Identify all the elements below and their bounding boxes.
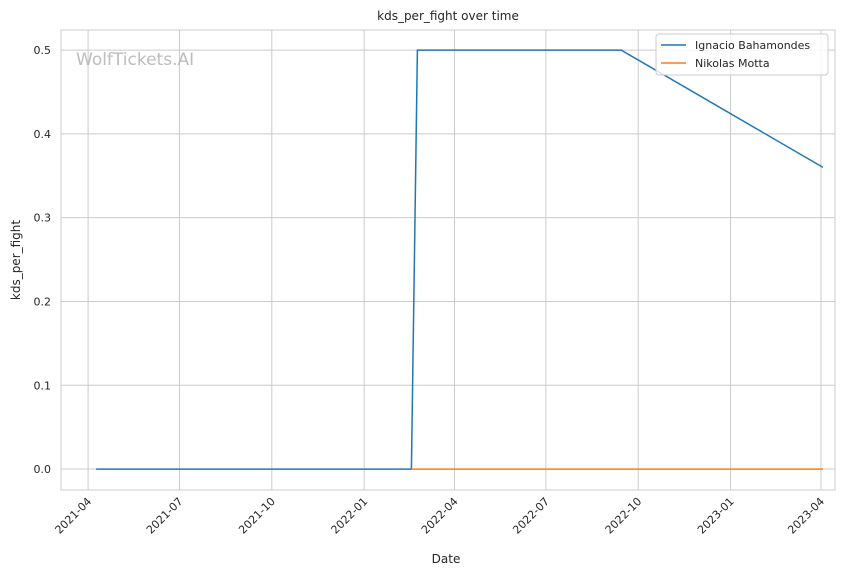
y-tick-label: 0.5 <box>34 44 52 57</box>
y-tick-label: 0.2 <box>34 295 52 308</box>
x-axis-label: Date <box>432 552 461 566</box>
series-line-0 <box>96 49 824 470</box>
y-tick-label: 0.0 <box>34 463 52 476</box>
legend: Ignacio Bahamondes Nikolas Motta <box>655 33 829 76</box>
y-tick-label: 0.4 <box>34 128 52 141</box>
y-axis-label: kds_per_fight <box>9 220 23 301</box>
x-tick-label: 2022-04 <box>419 495 461 537</box>
legend-label-nikolas: Nikolas Motta <box>695 57 770 70</box>
x-tick-label: 2022-01 <box>329 495 371 537</box>
x-tick-label: 2022-10 <box>603 495 645 537</box>
x-tick-label: 2021-07 <box>144 495 186 537</box>
x-tick-label: 2022-07 <box>510 495 552 537</box>
chart-title: kds_per_fight over time <box>377 9 519 23</box>
x-tick-label: 2021-04 <box>53 495 95 537</box>
y-tick-label: 0.3 <box>34 212 52 225</box>
x-tick-label: 2021-10 <box>236 495 278 537</box>
legend-label-ignacio: Ignacio Bahamondes <box>695 39 810 52</box>
plot-frame <box>60 29 836 491</box>
y-tick-label: 0.1 <box>34 379 52 392</box>
watermark: WolfTickets.AI <box>76 50 194 70</box>
x-tick-label: 2023-01 <box>695 495 737 537</box>
grid <box>61 30 835 490</box>
x-tick-label: 2023-04 <box>785 495 827 537</box>
